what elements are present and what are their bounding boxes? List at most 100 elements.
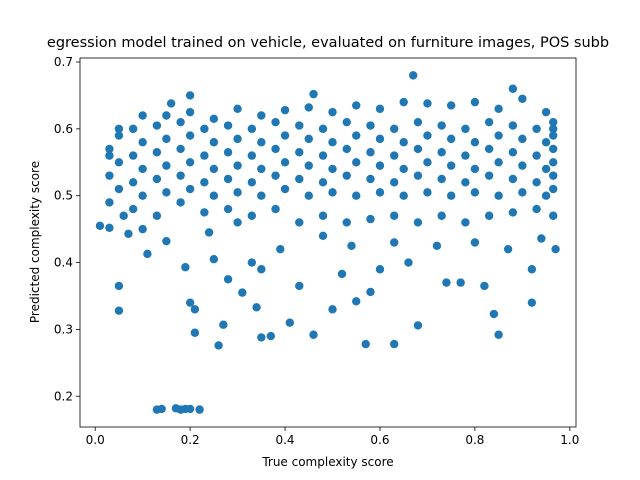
- point: [532, 124, 541, 134]
- point: [105, 144, 114, 154]
- x-tick-label: 1.0: [560, 433, 579, 447]
- point: [366, 148, 375, 157]
- point: [361, 339, 370, 349]
- point: [185, 404, 195, 414]
- point: [423, 158, 432, 167]
- point: [152, 174, 162, 184]
- point: [200, 124, 209, 134]
- point: [114, 124, 124, 134]
- point: [413, 144, 423, 154]
- point: [295, 281, 304, 291]
- point: [423, 131, 432, 140]
- point: [508, 148, 518, 157]
- point: [352, 101, 361, 110]
- point: [494, 191, 503, 200]
- y-tick-label: 0.6: [54, 122, 73, 136]
- point: [508, 84, 518, 93]
- point: [527, 298, 537, 307]
- point: [470, 138, 480, 147]
- point: [233, 218, 242, 227]
- y-axis-label: Predicted complexity score: [28, 161, 42, 323]
- point: [257, 111, 266, 120]
- point: [233, 161, 242, 170]
- point: [537, 234, 546, 243]
- point: [318, 211, 328, 220]
- point: [247, 178, 257, 187]
- y-tick-label: 0.5: [54, 189, 73, 203]
- point: [200, 178, 209, 187]
- x-tick-label: 0.0: [86, 433, 105, 447]
- point: [114, 184, 124, 194]
- point: [503, 244, 513, 254]
- point: [480, 281, 489, 291]
- point: [223, 204, 233, 214]
- point: [162, 188, 171, 197]
- point: [549, 117, 558, 127]
- point: [105, 171, 114, 180]
- point: [375, 265, 385, 274]
- point: [413, 171, 423, 180]
- point: [352, 191, 361, 200]
- point: [494, 330, 503, 339]
- point: [185, 158, 195, 167]
- point: [541, 107, 551, 117]
- point: [114, 306, 124, 315]
- point: [309, 330, 318, 339]
- point: [423, 99, 432, 108]
- point: [280, 184, 290, 194]
- point: [446, 101, 456, 110]
- point: [508, 121, 518, 130]
- x-tick-label: 0.4: [275, 433, 294, 447]
- point: [366, 287, 375, 297]
- point: [532, 151, 541, 160]
- point: [518, 134, 527, 144]
- point: [456, 278, 465, 287]
- point: [185, 107, 195, 117]
- point: [200, 151, 209, 160]
- point: [437, 211, 446, 220]
- point: [114, 158, 124, 167]
- point: [162, 236, 171, 246]
- point: [200, 208, 209, 217]
- point: [176, 144, 185, 154]
- y-tick-label: 0.7: [54, 55, 73, 69]
- plot-frame: [79, 57, 577, 428]
- point: [257, 164, 266, 174]
- point: [549, 144, 558, 154]
- point: [271, 171, 280, 180]
- point: [337, 269, 347, 279]
- point: [223, 121, 233, 130]
- point: [185, 131, 195, 140]
- point: [176, 198, 185, 207]
- point: [233, 134, 242, 144]
- point: [437, 121, 446, 130]
- point: [105, 198, 114, 207]
- point: [549, 211, 558, 220]
- point: [128, 204, 138, 214]
- point: [489, 309, 499, 319]
- point: [247, 211, 257, 220]
- point: [399, 138, 408, 147]
- point: [390, 211, 399, 220]
- point: [318, 231, 328, 241]
- point: [124, 229, 133, 239]
- point: [276, 244, 285, 254]
- point: [128, 151, 138, 160]
- point: [119, 211, 128, 220]
- point: [233, 104, 242, 114]
- point: [494, 158, 503, 167]
- point: [551, 244, 560, 254]
- point: [375, 161, 385, 170]
- point: [442, 278, 451, 287]
- point: [375, 134, 385, 144]
- point: [508, 208, 518, 217]
- point: [413, 321, 423, 330]
- point: [304, 103, 313, 112]
- point: [209, 191, 219, 200]
- point: [190, 305, 200, 314]
- point: [342, 144, 351, 154]
- point: [185, 298, 195, 307]
